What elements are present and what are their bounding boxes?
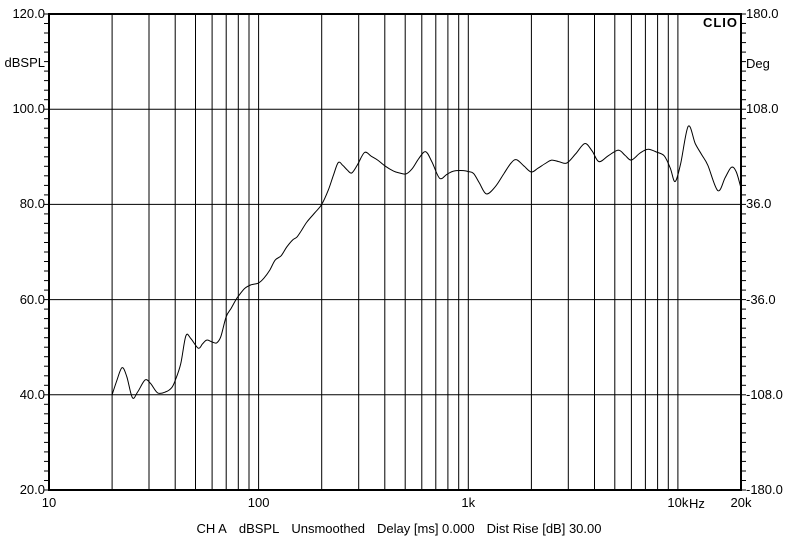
caption-segment-1: dBSPL [238,521,280,536]
left-axis-label-100.0: 100.0 [12,101,45,117]
x-axis-label-10k: 10k [667,495,689,510]
left-axis-label-60.0: 60.0 [19,291,45,307]
caption-segment-3: Delay [ms] 0.000 [377,521,475,536]
x-axis-label-100: 100 [247,495,270,510]
right-axis-label-180.0: 180.0 [746,6,779,21]
response-curve [111,125,742,399]
left-axis-label-20.0: 20.0 [19,482,45,497]
clio-logo: CLIO [702,15,738,30]
measurement-settings-caption: CH A dBSPL Unsmoothed Delay [ms] 0.000 Dist … [0,521,798,536]
right-axis-label-108.0: 108.0 [746,101,779,117]
right-axis-label--180.0: -180.0 [746,482,783,497]
left-axis-label-40.0: 40.0 [19,386,45,402]
plot-frame [48,13,742,491]
x-axis-label-10: 10 [41,495,57,510]
x-axis-unit-label: Hz [689,496,705,511]
left-axis-label-120.0: 120.0 [12,6,45,21]
right-axis-label--36.0: -36.0 [746,291,776,307]
caption-segment-2: Unsmoothed [291,521,366,536]
caption-segment-0: CH A [196,521,227,536]
left-axis-label-80.0: 80.0 [19,196,45,212]
x-axis-label-1k: 1k [461,495,476,510]
right-axis-unit-label: Deg [746,56,770,71]
left-axis-unit-label: dBSPL [4,55,45,70]
caption-segment-4: Dist Rise [dB] 30.00 [486,521,602,536]
right-axis-label-36.0: 36.0 [746,196,772,212]
right-axis-label--108.0: -108.0 [746,386,783,402]
x-axis-label-20k: 20k [730,495,752,510]
